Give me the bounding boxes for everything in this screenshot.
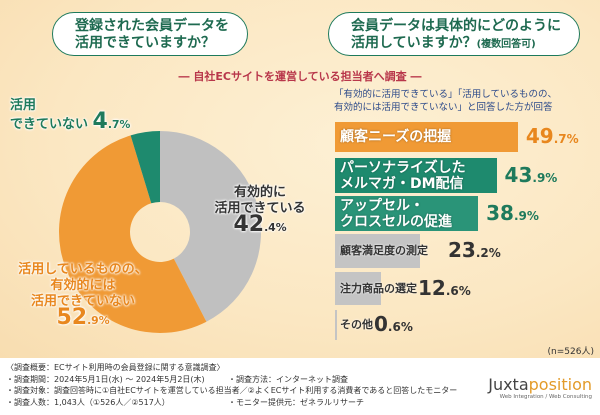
chart-text: パーソナライズした [340,159,466,176]
pie-label: 活用しているものの、 有効的には 活用できていない 52.9% [8,262,158,329]
question-line: 活用していますか？ [351,35,477,51]
chart-text: 注力商品の選定 [340,281,417,295]
bar-label: その他 [340,317,373,333]
bar [335,272,382,305]
footer-line: ・調査期間：2024年5月1日(水) ～ 2024年5月2日(木) [6,374,205,384]
pie-chart [59,131,261,333]
chart-text: 42 [233,212,265,237]
chart-text: 49 [525,124,554,148]
bar [335,158,497,193]
question-line: 会員データは具体的にどのように [351,18,561,34]
footer-line: ・調査方法：インターネット調査 [228,374,348,384]
bar [335,310,338,340]
logo-text: position [528,375,592,394]
footer-line: ・モニター提供元：ゼネラルリサーチ [228,397,364,407]
chart-text: 活用 [10,98,37,113]
bar-label: 注力商品の選定 [340,281,417,297]
logo-tagline: Web Integration / Web Consulting [499,394,592,400]
chart-text: 顧客ニーズの把握 [340,129,452,145]
chart-text: .9% [87,314,110,327]
footer-line: 〈調査概要：ECサイト利用時の会員登録に関する意識調査〉 [6,363,225,372]
footer-line: ・調査人数：1,043人（①526人／②517人） [6,397,170,407]
question-line: 登録された会員データを [75,18,229,34]
chart-text: 有効的には [50,278,116,293]
bar-value: 0.6% [374,312,413,336]
bar [335,122,518,152]
bar-label: アップセル・ クロスセルの促進 [340,198,452,230]
chart-text: できていない [10,117,89,132]
pie-slice [130,131,160,204]
pie-label: 活用できていない 4.7% [10,98,160,133]
bar-label: 顧客満足度の測定 [340,243,428,259]
chart-text: 4 [92,109,108,134]
note-line: 「有効的に活用できている」「活用しているものの、 [334,89,557,100]
chart-text: 12 [418,275,446,300]
chart-text: 0 [374,312,388,336]
footer-line: ・調査対象：調査回答時に①自社ECサイトを運営している担当者／②よくECサイト利… [6,386,458,395]
bar-value: 38.9% [486,201,539,225]
chart-text: その他 [340,318,373,331]
logo-text: Juxta [488,375,529,394]
chart-text: 38 [486,200,514,225]
bar [335,234,421,268]
chart-text: 活用できていない [30,294,135,309]
pie-label: 有効的に 活用できている 42.4% [200,185,320,236]
chart-text: .7% [107,118,131,131]
chart-text: .9% [513,208,539,223]
bar-value: 23.2% [448,238,501,262]
chart-text: 52 [56,305,88,330]
chart-text: .9% [532,170,558,185]
chart-text: .7% [553,132,579,146]
question-left: 登録された会員データを 活用できていますか？ [52,12,248,56]
bar-note: 「有効的に活用できている」「活用しているものの、 有効的には活用できていない」と… [334,88,557,114]
bar-value: 43.9% [505,163,558,187]
chart-text: 顧客満足度の測定 [340,244,428,257]
infographic: 登録された会員データを 活用できていますか？ 会員データは具体的にどのように 活… [0,0,600,358]
chart-text: 43 [504,162,533,187]
survey-footer: 〈調査概要：ECサイト利用時の会員登録に関する意識調査〉 ・調査期間：2024年… [6,362,457,408]
sample-size: (n=526人) [547,347,594,357]
bar-label: パーソナライズした メルマガ・DM配信 [340,160,466,192]
question-line: 活用できていますか？ [75,35,215,51]
pie-slice [59,135,207,333]
bar-value: 49.7% [526,124,579,148]
logo: Juxtaposition Web Integration / Web Cons… [488,375,592,400]
chart-text: 有効的に [233,185,286,200]
subtitle: ― 自社ECサイトを運営している担当者へ調査 ― [178,70,422,83]
bar-label: 顧客ニーズの把握 [340,129,451,145]
chart-text: クロスセルの促進 [340,213,452,230]
bar [335,196,479,231]
chart-text: 活用しているものの、 [18,262,148,277]
pie-slice [160,131,261,322]
question-note: (複数回答可) [476,39,536,50]
question-right: 会員データは具体的にどのように 活用していますか？(複数回答可) [328,12,580,56]
chart-text: .2% [475,246,501,260]
note-line: 有効的には活用できていない」と回答した方が回答 [334,102,553,113]
chart-text: 活用できている [214,201,306,216]
chart-text: .6% [445,283,471,298]
chart-text: .6% [387,320,413,334]
chart-text: アップセル・ [340,197,424,214]
bar-value: 12.6% [418,276,471,300]
chart-text: メルマガ・DM配信 [340,175,464,192]
chart-text: .4% [264,221,287,234]
chart-text: 23 [448,238,476,262]
